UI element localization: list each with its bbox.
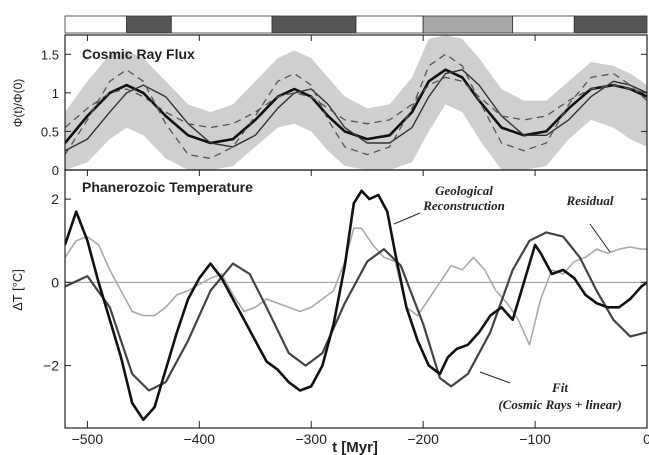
annotation-fit-pointer [479,371,511,384]
x-tick-label: −200 [407,431,439,447]
temperature-line-fit [65,231,647,392]
annotation-fit: (Cosmic Rays + linear) [498,397,621,412]
annotation-residual-pointer [589,223,611,253]
x-axis-label: t [Myr] [332,439,378,455]
flux-line-4 [65,76,647,129]
y-axis-label-temperature: ΔT [°C] [10,269,25,311]
period-segment [126,15,172,34]
annotation-fit: Fit [551,380,568,395]
panel-title-temperature: Phanerozoic Temperature [82,179,253,195]
period-segment [573,15,648,34]
period-segment [271,15,357,34]
y-axis-bottom: −2 0 2 [43,191,647,374]
plot-frame-bottom [64,169,648,429]
y-axis-top: 0 0.5 1 1.5 [41,47,647,178]
y-tick-label: 0 [52,163,59,178]
y-tick-label: 0.5 [41,124,59,139]
y-tick-label: 1.5 [41,47,59,62]
x-tick-label: 0 [643,431,649,447]
x-axis: −500 −400 −300 −200 −100 0 [72,35,649,447]
flux-line-2 [65,69,647,152]
period-segment [64,15,127,34]
flux-line-3 [65,53,647,160]
annotation-geological-pointer [393,212,421,225]
y-tick-label: 0 [51,274,59,290]
annotation-residual: Residual [566,193,614,208]
x-tick-label: −500 [72,431,104,447]
y-tick-label: −2 [43,358,59,374]
period-segment [422,15,514,34]
temperature-line-residual [65,227,647,346]
y-tick-label: 1 [52,86,59,101]
panel-title-flux: Cosmic Ray Flux [82,46,195,62]
period-bar [64,15,648,34]
period-segment [512,15,575,34]
annotation-geological: Geological [435,183,493,198]
y-axis-label-flux: Φ(t)/Φ(0) [11,79,25,127]
x-tick-label: −100 [519,431,551,447]
cosmic-ray-panel: 0 0.5 1 1.5 Cosmic Ray Flux Φ(t)/Φ(0) [11,34,648,178]
temperature-line-geological-reconstruction [65,189,647,421]
annotation-geological: Reconstruction [422,198,505,213]
period-segment [170,15,273,34]
period-segment [355,15,424,34]
uncertainty-band [65,35,647,170]
temperature-series [65,189,647,421]
band-area [65,35,647,170]
y-tick-label: 2 [51,191,59,207]
x-tick-label: −300 [295,431,327,447]
flux-series [65,53,647,160]
temperature-panel: −2 0 2 −500 −400 −300 −200 −100 0 Phanerozoic T… [10,35,649,455]
x-tick-label: −400 [184,431,216,447]
